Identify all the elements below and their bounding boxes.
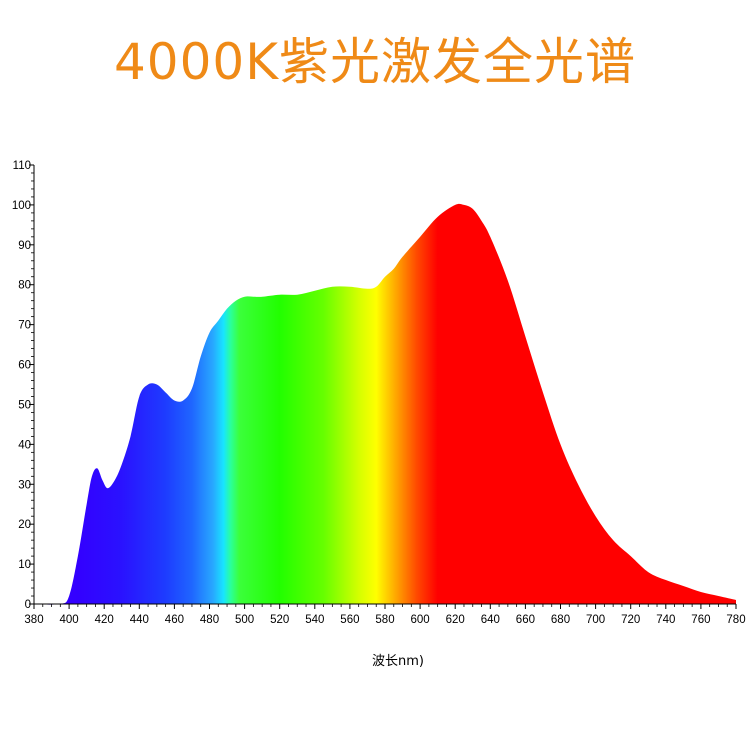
spectrum-area bbox=[34, 203, 736, 605]
x-axis-title: 波长nm) bbox=[372, 654, 424, 669]
y-tick-label: 0 bbox=[25, 599, 31, 611]
x-tick-label: 740 bbox=[656, 614, 675, 626]
x-tick-label: 700 bbox=[586, 614, 605, 626]
plot-area bbox=[34, 203, 736, 605]
x-tick-label: 500 bbox=[235, 614, 254, 626]
x-tick-label: 640 bbox=[481, 614, 500, 626]
chart-title: 4000K紫光激发全光谱 bbox=[113, 33, 637, 91]
x-tick-label: 440 bbox=[130, 614, 149, 626]
x-tick-label: 520 bbox=[270, 614, 289, 626]
y-tick-label: 110 bbox=[13, 160, 31, 172]
y-tick-label: 80 bbox=[18, 280, 31, 292]
y-tick-label: 20 bbox=[18, 519, 31, 531]
y-ticks: 0 10 20 30 40 50 60 70 80 90 100 110 bbox=[12, 160, 34, 611]
x-tick-label: 620 bbox=[446, 614, 465, 626]
y-tick-label: 90 bbox=[18, 240, 31, 252]
y-tick-label: 60 bbox=[18, 360, 31, 372]
x-tick-label: 380 bbox=[24, 614, 43, 626]
y-tick-label: 30 bbox=[18, 479, 31, 491]
y-tick-label: 50 bbox=[18, 399, 31, 411]
x-tick-label: 600 bbox=[411, 614, 430, 626]
x-tick-label: 460 bbox=[165, 614, 184, 626]
x-tick-label: 780 bbox=[726, 614, 745, 626]
x-tick-label: 760 bbox=[691, 614, 710, 626]
x-tick-label: 400 bbox=[60, 614, 79, 626]
y-tick-label: 40 bbox=[18, 439, 31, 451]
x-tick-label: 660 bbox=[516, 614, 535, 626]
y-tick-label: 100 bbox=[12, 200, 31, 212]
y-tick-label: 70 bbox=[18, 320, 31, 332]
x-tick-label: 420 bbox=[95, 614, 114, 626]
y-tick-label: 10 bbox=[18, 559, 31, 571]
x-tick-label: 720 bbox=[621, 614, 640, 626]
x-tick-label: 560 bbox=[340, 614, 359, 626]
x-tick-label: 480 bbox=[200, 614, 219, 626]
x-ticks: 380 400 420 440 460 480 500 520 540 560 580 600 620 6… bbox=[24, 604, 746, 626]
x-tick-label: 540 bbox=[305, 614, 324, 626]
x-tick-label: 680 bbox=[551, 614, 570, 626]
x-tick-label: 580 bbox=[375, 614, 394, 626]
